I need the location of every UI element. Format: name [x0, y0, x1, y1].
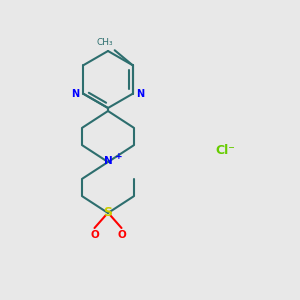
Text: S: S — [103, 206, 112, 220]
Text: O: O — [117, 230, 126, 240]
Text: N: N — [136, 89, 145, 99]
Text: N: N — [103, 155, 112, 166]
Text: N: N — [71, 89, 80, 99]
Text: O: O — [90, 230, 99, 240]
Text: CH₃: CH₃ — [97, 38, 113, 47]
Text: Cl⁻: Cl⁻ — [215, 143, 235, 157]
Text: +: + — [115, 152, 122, 161]
